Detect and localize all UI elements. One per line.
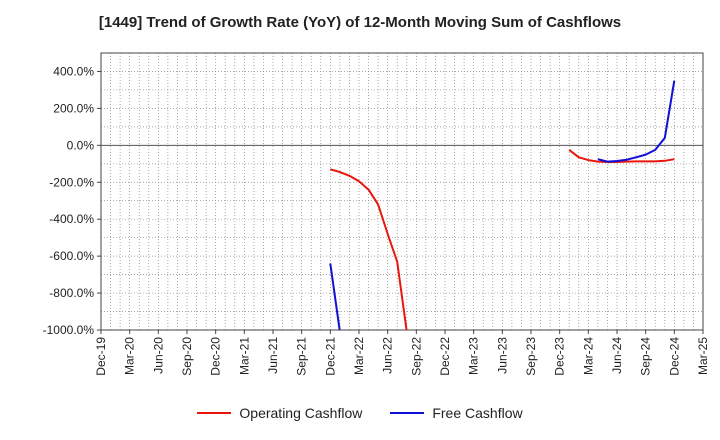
x-tick-label: Sep-22 [409,337,423,376]
x-tick-label: Jun-20 [151,337,165,374]
x-tick-label: Mar-25 [696,337,710,375]
y-tick-label: -1000.0% [43,323,95,337]
y-tick-label: -600.0% [49,249,94,263]
x-tick-label: Sep-23 [524,337,538,376]
y-tick-label: 0.0% [67,138,95,152]
legend-item: Free Cashflow [390,405,523,421]
x-tick-label: Dec-23 [553,337,567,376]
legend-swatch [390,412,425,414]
x-tick-label: Mar-22 [352,337,366,375]
y-tick-label: -400.0% [49,212,94,226]
x-tick-label: Mar-24 [581,337,595,375]
x-tick-label: Jun-23 [495,337,509,374]
x-tick-label: Sep-21 [295,337,309,376]
x-tick-label: Mar-20 [123,337,137,375]
y-tick-label: 400.0% [53,64,94,78]
series-line-operating-cashflow [330,168,408,330]
x-tick-label: Sep-24 [639,337,653,376]
plot-frame [100,52,704,331]
x-tick-label: Dec-21 [323,337,337,376]
x-tick-label: Sep-20 [180,337,194,376]
x-tick-label: Dec-22 [438,337,452,376]
series-line-operating-cashflow [568,149,675,163]
series-line-free-cashflow [329,263,341,330]
plot-area [101,53,703,330]
legend-item: Operating Cashflow [197,405,362,421]
y-tick-label: -800.0% [49,286,94,300]
series-line-free-cashflow [597,80,676,163]
x-tick-label: Dec-20 [209,337,223,376]
chart-title: [1449] Trend of Growth Rate (YoY) of 12-… [98,14,622,31]
x-tick-label: Jun-22 [381,337,395,374]
legend-label: Free Cashflow [432,405,523,421]
y-tick-label: -200.0% [49,175,94,189]
x-tick-label: Mar-21 [237,337,251,375]
x-tick-label: Jun-21 [266,337,280,374]
series-group [329,80,676,330]
x-tick-label: Mar-23 [467,337,481,375]
legend-label: Operating Cashflow [239,405,363,421]
x-tick-label: Dec-24 [667,337,681,376]
x-tick-label: Jun-24 [610,337,624,374]
legend: Operating Cashflow Free Cashflow [0,405,720,421]
x-tick-label: Dec-19 [94,337,108,376]
legend-swatch [197,412,232,414]
y-tick-label: 200.0% [53,101,94,115]
